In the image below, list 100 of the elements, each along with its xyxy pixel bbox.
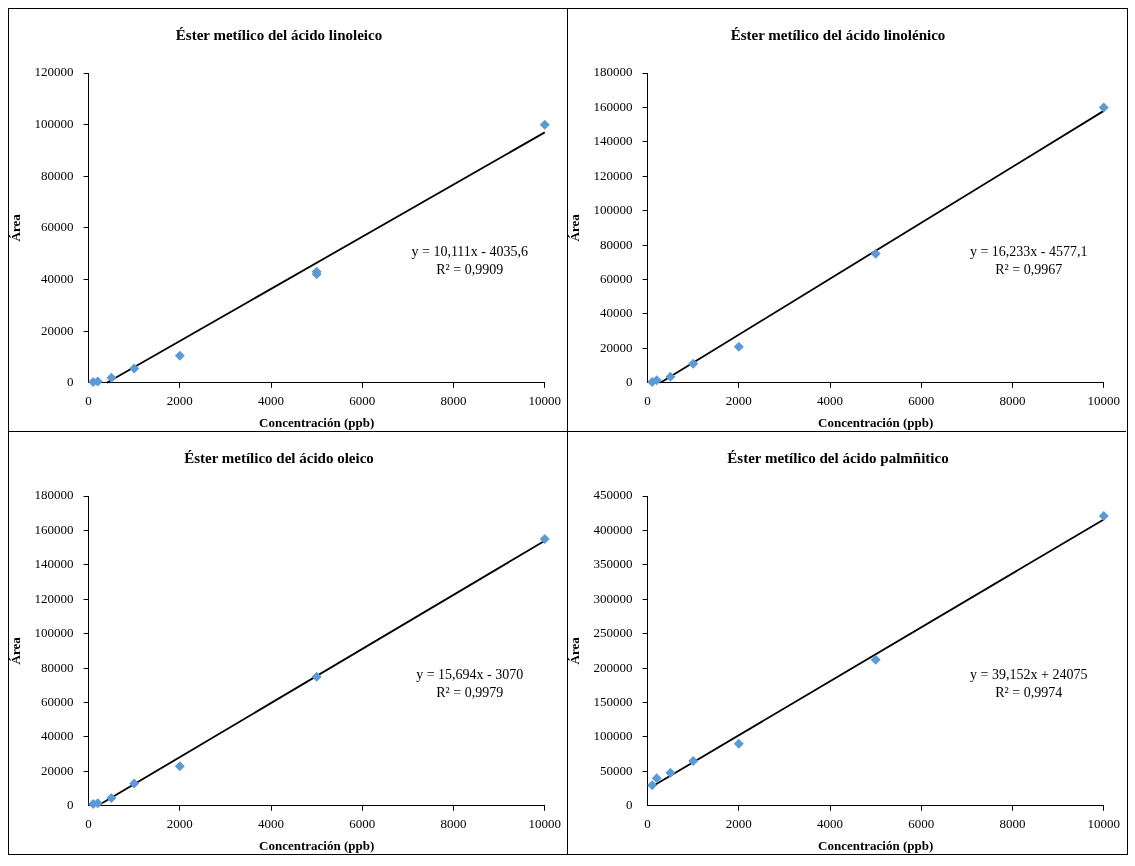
point [665, 767, 676, 778]
annotation: R² = 0,9974 [995, 685, 1063, 701]
annotation: y = 15,694x - 3070 [416, 667, 524, 683]
y-tick-label: 200000 [593, 659, 633, 675]
y-tick-label: 0 [67, 374, 74, 390]
x-tick-label: 10000 [1087, 393, 1120, 409]
point [539, 119, 550, 130]
y-tick-label: 120000 [34, 590, 74, 606]
y-tick-label: 150000 [593, 693, 633, 709]
y-axis-title: Área [567, 213, 583, 242]
x-tick-label: 2000 [166, 816, 193, 832]
y-tick-label: 120000 [593, 167, 633, 183]
y-tick-label: 60000 [600, 270, 633, 286]
y-tick-label: 100000 [593, 202, 633, 218]
x-tick-label: 8000 [999, 816, 1026, 832]
chart-title: Éster metílico del ácido linoleico [175, 26, 383, 43]
y-tick-label: 250000 [593, 625, 633, 641]
y-tick-label: 20000 [41, 762, 74, 778]
point [539, 534, 550, 545]
point [129, 363, 140, 374]
y-tick-label: 0 [626, 797, 633, 813]
y-tick-label: 100000 [34, 625, 74, 641]
y-tick-label: 50000 [600, 762, 633, 778]
y-tick-label: 160000 [593, 98, 633, 114]
x-tick-label: 6000 [908, 816, 935, 832]
y-tick-label: 100000 [34, 116, 74, 132]
x-tick-label: 6000 [908, 393, 935, 409]
y-tick-label: 120000 [34, 64, 74, 80]
annotation: y = 39,152x + 24075 [970, 667, 1088, 683]
annotation: y = 16,233x - 4577,1 [969, 244, 1088, 260]
x-tick-label: 10000 [528, 816, 561, 832]
y-tick-label: 80000 [41, 659, 74, 675]
y-tick-label: 140000 [34, 556, 74, 572]
chart-title: Éster metílico del ácido oleico [184, 449, 374, 466]
point [1098, 510, 1109, 521]
y-tick-label: 400000 [593, 521, 633, 537]
y-tick-label: 40000 [41, 728, 74, 744]
y-tick-label: 40000 [600, 305, 633, 321]
y-axis-title: Área [567, 636, 583, 665]
y-axis-title: Área [8, 213, 24, 242]
y-tick-label: 0 [67, 797, 74, 813]
point [174, 761, 185, 772]
chart-title: Éster metílico del ácido linolénico [730, 26, 946, 43]
x-tick-label: 4000 [258, 816, 285, 832]
point [647, 780, 658, 791]
x-tick-label: 4000 [817, 393, 844, 409]
point [688, 358, 699, 369]
y-tick-label: 100000 [593, 728, 633, 744]
y-tick-label: 20000 [600, 339, 633, 355]
point [665, 371, 676, 382]
x-axis-title: Concentración (ppb) [818, 837, 934, 853]
x-tick-label: 8000 [440, 816, 467, 832]
y-tick-label: 60000 [41, 219, 74, 235]
point [733, 341, 744, 352]
annotation: R² = 0,9967 [995, 262, 1063, 278]
x-tick-label: 8000 [999, 393, 1026, 409]
point [174, 350, 185, 361]
point [733, 738, 744, 749]
x-tick-label: 2000 [725, 816, 752, 832]
y-tick-label: 300000 [593, 590, 633, 606]
x-tick-label: 0 [85, 393, 92, 409]
x-tick-label: 0 [644, 393, 651, 409]
y-tick-label: 450000 [593, 487, 633, 503]
point [870, 654, 881, 665]
x-axis-title: Concentración (ppb) [259, 414, 375, 430]
y-tick-label: 0 [626, 374, 633, 390]
x-tick-label: 4000 [817, 816, 844, 832]
x-tick-label: 8000 [440, 393, 467, 409]
y-tick-label: 350000 [593, 556, 633, 572]
y-tick-label: 20000 [41, 322, 74, 338]
x-tick-label: 2000 [166, 393, 193, 409]
y-tick-label: 80000 [600, 236, 633, 252]
x-tick-label: 4000 [258, 393, 285, 409]
x-tick-label: 6000 [349, 393, 376, 409]
y-axis-title: Área [8, 636, 24, 665]
y-tick-label: 180000 [34, 487, 74, 503]
y-tick-label: 60000 [41, 693, 74, 709]
y-tick-label: 80000 [41, 167, 74, 183]
x-tick-label: 6000 [349, 816, 376, 832]
x-tick-label: 2000 [725, 393, 752, 409]
annotation: y = 10,111x - 4035,6 [411, 244, 529, 260]
x-tick-label: 10000 [528, 393, 561, 409]
x-tick-label: 10000 [1087, 816, 1120, 832]
y-tick-label: 140000 [593, 133, 633, 149]
x-tick-label: 0 [85, 816, 92, 832]
x-tick-label: 0 [644, 816, 651, 832]
y-tick-label: 40000 [41, 270, 74, 286]
point [129, 778, 140, 789]
point [1098, 102, 1109, 113]
annotation: R² = 0,9909 [436, 262, 504, 278]
point [870, 248, 881, 259]
x-axis-title: Concentración (ppb) [259, 837, 375, 853]
point [311, 671, 322, 682]
chart-title: Éster metílico del ácido palmñitico [727, 449, 949, 466]
y-tick-label: 180000 [593, 64, 633, 80]
point [651, 773, 662, 784]
x-axis-title: Concentración (ppb) [818, 414, 934, 430]
point [106, 793, 117, 804]
annotation: R² = 0,9979 [436, 685, 504, 701]
y-tick-label: 160000 [34, 521, 74, 537]
